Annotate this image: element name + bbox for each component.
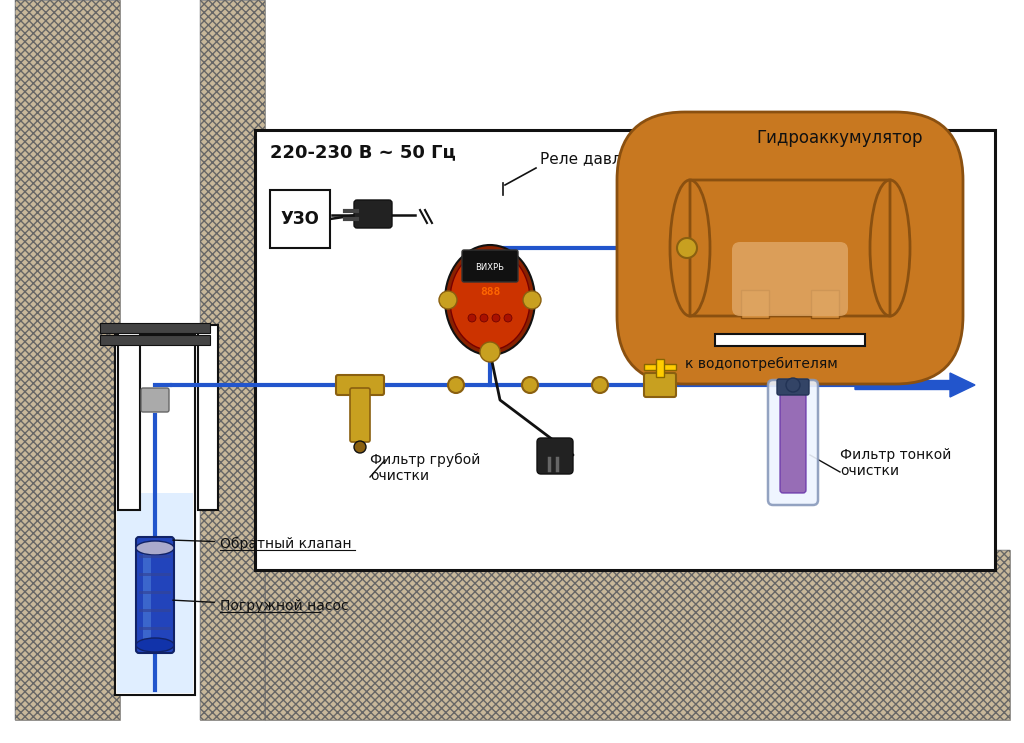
Bar — [100, 323, 210, 333]
Bar — [656, 359, 664, 377]
Circle shape — [786, 378, 800, 392]
Bar — [200, 0, 265, 720]
Bar — [139, 555, 171, 558]
Ellipse shape — [670, 180, 710, 316]
Text: Фильтр тонкой
очистки: Фильтр тонкой очистки — [840, 448, 951, 478]
Ellipse shape — [136, 541, 174, 555]
Bar — [200, 0, 265, 720]
Bar — [265, 550, 1010, 720]
FancyBboxPatch shape — [732, 242, 848, 316]
Circle shape — [449, 377, 464, 393]
Bar — [117, 493, 193, 693]
Circle shape — [504, 314, 512, 322]
Bar — [115, 335, 195, 695]
FancyBboxPatch shape — [644, 373, 676, 397]
Text: Обратный клапан: Обратный клапан — [173, 537, 351, 551]
Text: Фильтр грубой
очистки: Фильтр грубой очистки — [370, 452, 480, 483]
Bar — [270, 190, 330, 248]
Bar — [139, 627, 171, 630]
FancyBboxPatch shape — [780, 392, 806, 493]
Bar — [741, 290, 769, 318]
Circle shape — [480, 314, 488, 322]
Text: Реле давления АРД-1: Реле давления АРД-1 — [540, 151, 712, 166]
Bar — [715, 334, 865, 346]
Ellipse shape — [445, 245, 535, 355]
FancyBboxPatch shape — [462, 250, 518, 282]
Circle shape — [468, 314, 476, 322]
Text: к водопотребителям: к водопотребителям — [685, 357, 838, 371]
FancyBboxPatch shape — [617, 112, 963, 384]
Ellipse shape — [450, 250, 530, 350]
Bar — [811, 290, 839, 318]
FancyBboxPatch shape — [336, 375, 384, 395]
Bar — [198, 325, 218, 510]
Bar — [265, 550, 1010, 720]
Bar — [139, 591, 171, 594]
Text: УЗО: УЗО — [281, 210, 319, 228]
Bar — [139, 573, 171, 576]
FancyBboxPatch shape — [777, 379, 809, 395]
FancyBboxPatch shape — [354, 200, 392, 228]
Text: ВИХРЬ: ВИХРЬ — [475, 264, 505, 273]
Text: Погружной насос: Погружной насос — [173, 599, 348, 613]
Circle shape — [439, 291, 457, 309]
Bar — [255, 130, 995, 570]
Bar — [690, 180, 890, 316]
Bar — [139, 609, 171, 612]
Bar — [15, 0, 120, 720]
FancyArrow shape — [855, 373, 975, 397]
Bar — [118, 325, 140, 510]
Circle shape — [592, 377, 608, 393]
FancyBboxPatch shape — [537, 438, 573, 474]
Circle shape — [522, 377, 538, 393]
Ellipse shape — [870, 180, 910, 316]
Circle shape — [677, 238, 697, 258]
Text: 888: 888 — [480, 287, 500, 297]
FancyBboxPatch shape — [136, 537, 174, 653]
FancyBboxPatch shape — [768, 380, 818, 505]
Circle shape — [480, 342, 500, 362]
Text: 220-230 В ~ 50 Гц: 220-230 В ~ 50 Гц — [270, 143, 456, 161]
Bar — [644, 364, 676, 370]
Bar — [143, 550, 151, 640]
Bar — [15, 0, 120, 720]
Text: Гидроаккумулятор: Гидроаккумулятор — [756, 129, 923, 147]
Circle shape — [354, 441, 366, 453]
FancyBboxPatch shape — [141, 388, 169, 412]
Ellipse shape — [136, 638, 174, 652]
Circle shape — [523, 291, 541, 309]
Circle shape — [492, 314, 500, 322]
FancyBboxPatch shape — [350, 388, 370, 442]
Bar — [100, 335, 210, 345]
